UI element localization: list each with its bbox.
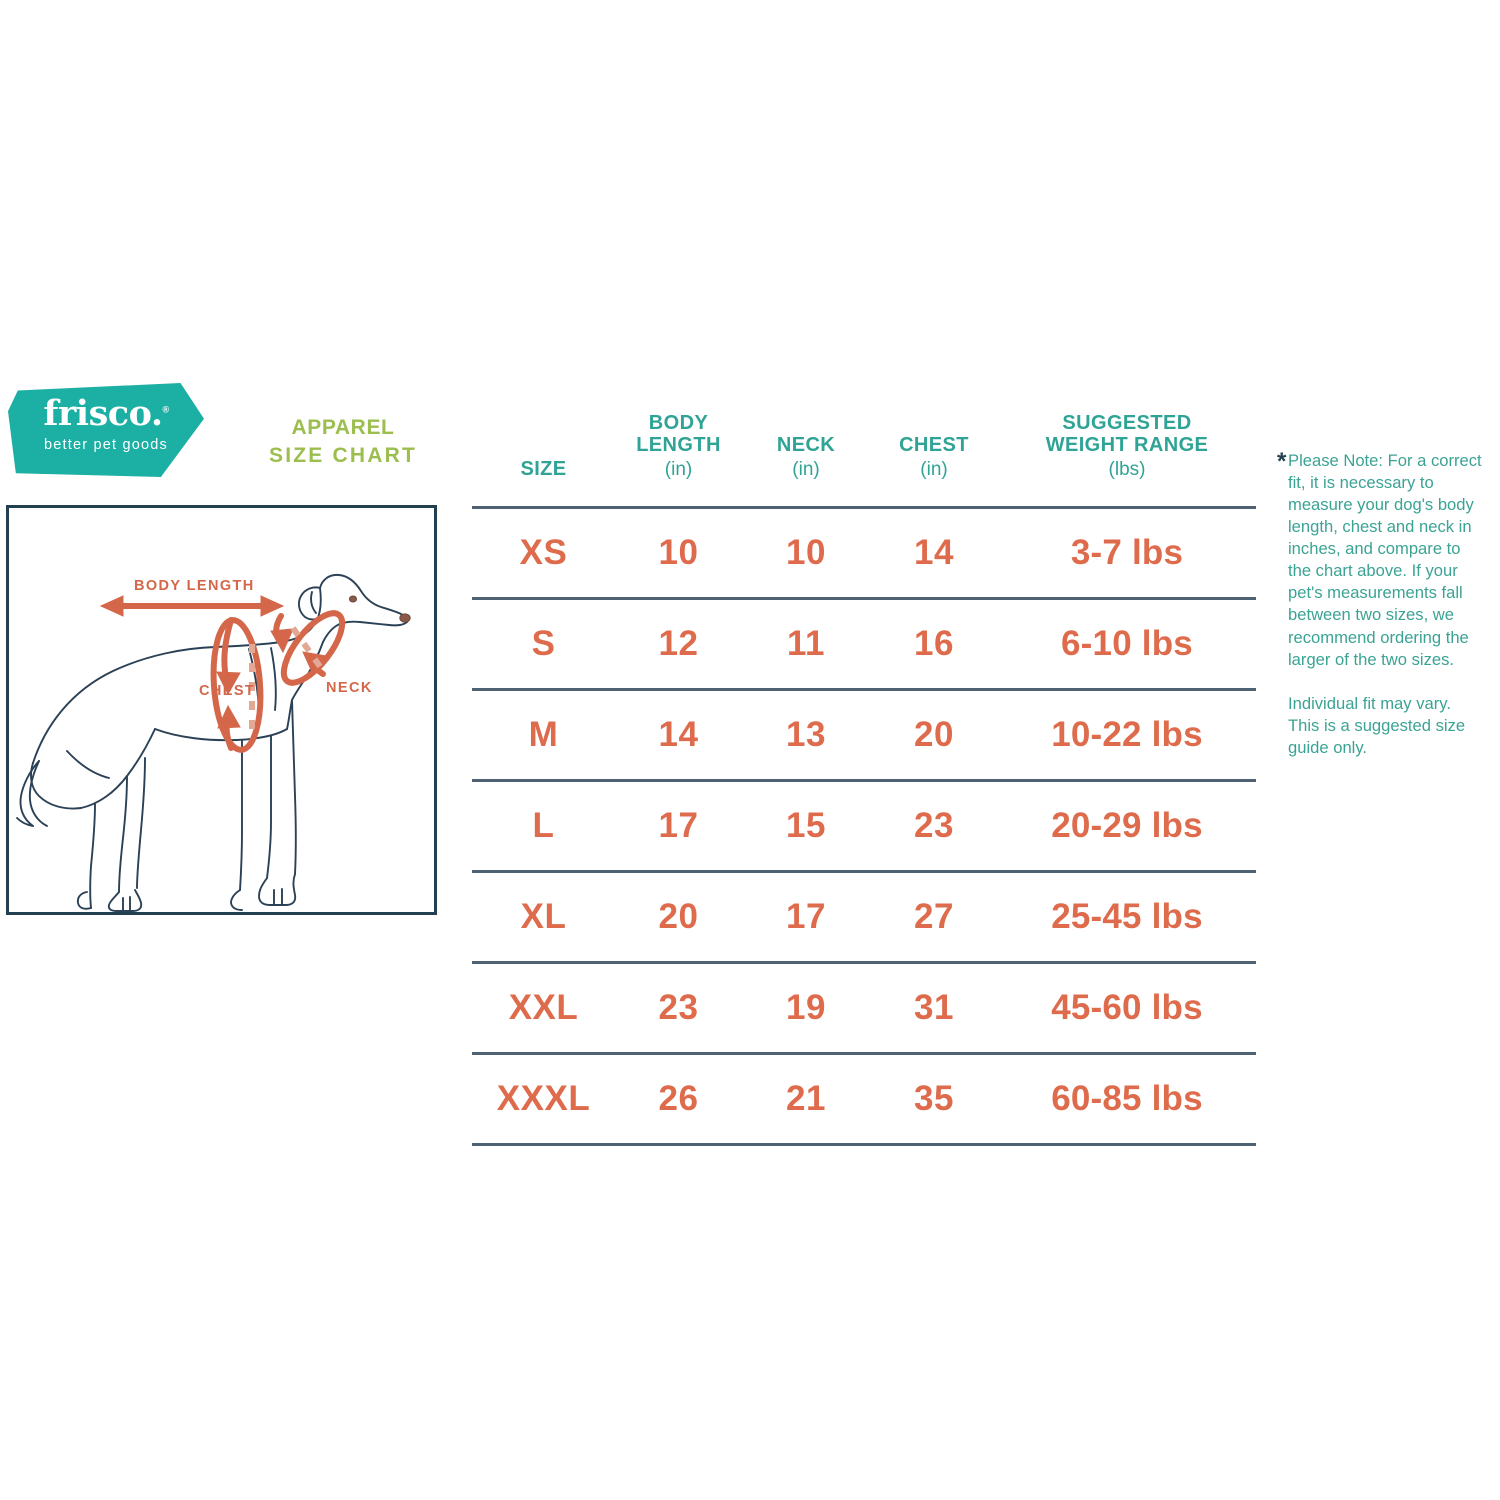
cell-body-length: 20 bbox=[615, 871, 742, 965]
frisco-logo-banner bbox=[8, 383, 204, 477]
column-header-chest-label: CHEST bbox=[899, 434, 969, 457]
frisco-wordmark-text: frisco bbox=[43, 393, 151, 434]
please-note-block: Please Note: For a correct fit, it is ne… bbox=[1288, 450, 1484, 759]
column-header-chest-unit: (in) bbox=[920, 458, 948, 480]
cell-weight: 10-22 lbs bbox=[998, 689, 1256, 783]
cell-size: XXL bbox=[472, 962, 615, 1056]
size-table-container: SIZE BODY LENGTH (in) NECK (in) CHEST (i… bbox=[472, 412, 1256, 1147]
frisco-tagline: better pet goods bbox=[44, 437, 168, 453]
column-header-weight-range-line1: SUGGESTED bbox=[1062, 412, 1192, 434]
table-header-row: SIZE BODY LENGTH (in) NECK (in) CHEST (i… bbox=[472, 412, 1256, 510]
cell-neck: 15 bbox=[742, 780, 870, 874]
cell-body-length: 10 bbox=[615, 507, 742, 601]
cell-neck: 10 bbox=[742, 507, 870, 601]
column-header-weight-range: SUGGESTED WEIGHT RANGE (lbs) bbox=[998, 412, 1256, 510]
column-header-neck-label: NECK bbox=[776, 434, 836, 457]
table-row: M 14 13 20 10-22 lbs bbox=[472, 689, 1256, 783]
column-header-neck-unit: (in) bbox=[792, 458, 820, 480]
diagram-label-neck: NECK bbox=[326, 680, 373, 696]
cell-neck: 21 bbox=[742, 1053, 870, 1147]
column-header-neck: NECK (in) bbox=[742, 412, 870, 510]
cell-body-length: 26 bbox=[615, 1053, 742, 1147]
cell-chest: 27 bbox=[870, 871, 998, 965]
cell-chest: 31 bbox=[870, 962, 998, 1056]
cell-weight: 60-85 lbs bbox=[998, 1053, 1256, 1147]
cell-body-length: 12 bbox=[615, 598, 742, 692]
cell-neck: 13 bbox=[742, 689, 870, 783]
cell-size: L bbox=[472, 780, 615, 874]
cell-chest: 35 bbox=[870, 1053, 998, 1147]
note-paragraph-1: Please Note: For a correct fit, it is ne… bbox=[1288, 451, 1482, 669]
diagram-label-chest: CHEST bbox=[199, 683, 256, 699]
note-asterisk: * bbox=[1277, 448, 1287, 475]
column-header-size: SIZE bbox=[472, 412, 615, 510]
registered-mark-icon: ® bbox=[162, 404, 170, 415]
column-header-body-length-line1: BODY bbox=[648, 412, 709, 434]
cell-size: XXXL bbox=[472, 1053, 615, 1147]
dog-measurement-diagram bbox=[6, 505, 437, 915]
column-header-chest: CHEST (in) bbox=[870, 412, 998, 510]
cell-weight: 3-7 lbs bbox=[998, 507, 1256, 601]
cell-chest: 23 bbox=[870, 780, 998, 874]
cell-neck: 11 bbox=[742, 598, 870, 692]
table-body: XS 10 10 14 3-7 lbs S 12 11 16 6-10 lbs M 14 13 20 10-… bbox=[472, 507, 1256, 1147]
cell-size: M bbox=[472, 689, 615, 783]
column-header-size-label: SIZE bbox=[520, 457, 567, 480]
column-header-weight-range-line2: WEIGHT RANGE bbox=[1045, 434, 1209, 457]
table-row: XL 20 17 27 25-45 lbs bbox=[472, 871, 1256, 965]
cell-body-length: 17 bbox=[615, 780, 742, 874]
column-header-body-length-line2: LENGTH bbox=[636, 434, 721, 457]
diagram-label-body-length: BODY LENGTH bbox=[134, 578, 255, 594]
dog-illustration-icon bbox=[16, 573, 411, 912]
cell-neck: 17 bbox=[742, 871, 870, 965]
cell-size: XL bbox=[472, 871, 615, 965]
cell-weight: 25-45 lbs bbox=[998, 871, 1256, 965]
cell-chest: 20 bbox=[870, 689, 998, 783]
cell-weight: 6-10 lbs bbox=[998, 598, 1256, 692]
table-row: XXL 23 19 31 45-60 lbs bbox=[472, 962, 1256, 1056]
column-header-body-length: BODY LENGTH (in) bbox=[615, 412, 742, 510]
cell-neck: 19 bbox=[742, 962, 870, 1056]
cell-chest: 16 bbox=[870, 598, 998, 692]
cell-body-length: 14 bbox=[615, 689, 742, 783]
table-row: L 17 15 23 20-29 lbs bbox=[472, 780, 1256, 874]
page-title-line-1: APPAREL bbox=[291, 416, 395, 439]
cell-size: S bbox=[472, 598, 615, 692]
column-header-weight-range-unit: (lbs) bbox=[1108, 458, 1146, 480]
period-glyph: . bbox=[150, 393, 163, 434]
cell-chest: 14 bbox=[870, 507, 998, 601]
cell-body-length: 23 bbox=[615, 962, 742, 1056]
note-paragraph-2: Individual fit may vary. This is a sugge… bbox=[1288, 693, 1466, 757]
page-title-line-2: SIZE CHART bbox=[269, 443, 417, 467]
cell-weight: 20-29 lbs bbox=[998, 780, 1256, 874]
cell-weight: 45-60 lbs bbox=[998, 962, 1256, 1056]
table-row: XXXL 26 21 35 60-85 lbs bbox=[472, 1053, 1256, 1147]
column-header-body-length-unit: (in) bbox=[664, 458, 693, 480]
frisco-wordmark: frisco.® bbox=[8, 396, 204, 431]
table-header: SIZE BODY LENGTH (in) NECK (in) CHEST (i… bbox=[472, 412, 1256, 510]
apparel-size-table: SIZE BODY LENGTH (in) NECK (in) CHEST (i… bbox=[472, 412, 1256, 1147]
table-row: S 12 11 16 6-10 lbs bbox=[472, 598, 1256, 692]
page-title: APPAREL SIZE CHART bbox=[248, 414, 438, 470]
cell-size: XS bbox=[472, 507, 615, 601]
table-row: XS 10 10 14 3-7 lbs bbox=[472, 507, 1256, 601]
